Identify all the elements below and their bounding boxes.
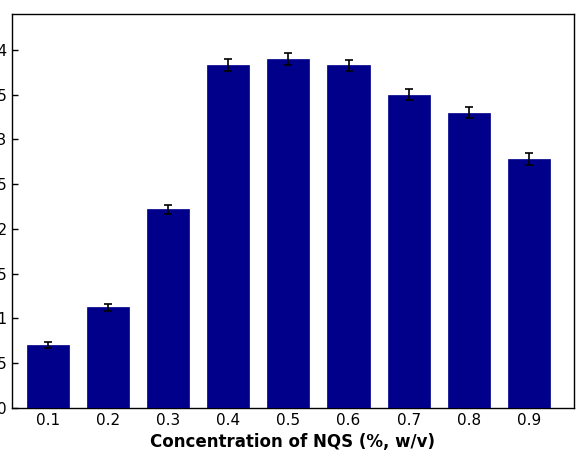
- Bar: [508, 159, 550, 408]
- Bar: [147, 209, 189, 408]
- Bar: [387, 95, 430, 408]
- Bar: [328, 65, 369, 408]
- Bar: [207, 65, 249, 408]
- Bar: [27, 345, 69, 408]
- Bar: [267, 59, 310, 408]
- Bar: [87, 308, 129, 408]
- Bar: [448, 113, 490, 408]
- X-axis label: Concentration of NQS (%, w/v): Concentration of NQS (%, w/v): [150, 433, 436, 451]
